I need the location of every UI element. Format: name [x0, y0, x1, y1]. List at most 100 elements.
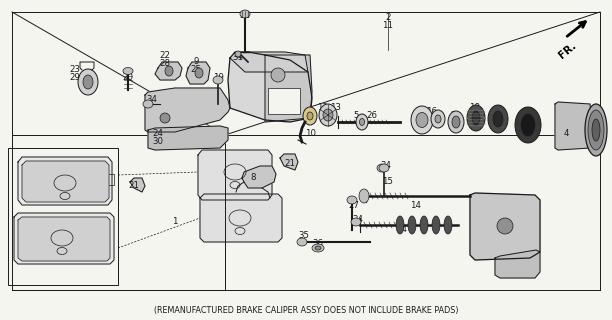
- Polygon shape: [228, 52, 312, 122]
- Text: 14: 14: [397, 226, 408, 235]
- Text: 4: 4: [563, 129, 569, 138]
- Text: 26: 26: [367, 111, 378, 121]
- Ellipse shape: [213, 76, 223, 84]
- Polygon shape: [470, 193, 540, 260]
- Ellipse shape: [315, 246, 321, 250]
- Polygon shape: [186, 62, 210, 84]
- Ellipse shape: [307, 112, 313, 120]
- Text: (REMANUFACTURED BRAKE CALIPER ASSY DOES NOT INCLUDE BRAKE PADS): (REMANUFACTURED BRAKE CALIPER ASSY DOES …: [154, 306, 458, 315]
- Text: 23: 23: [70, 66, 81, 75]
- Ellipse shape: [497, 218, 513, 234]
- Ellipse shape: [467, 105, 485, 131]
- Text: 28: 28: [160, 59, 171, 68]
- Text: 34: 34: [381, 161, 392, 170]
- Ellipse shape: [411, 106, 433, 134]
- Ellipse shape: [359, 189, 369, 203]
- Text: 17: 17: [491, 108, 502, 116]
- Ellipse shape: [78, 69, 98, 95]
- Text: 20: 20: [122, 74, 133, 83]
- Text: 27: 27: [348, 202, 359, 211]
- Polygon shape: [200, 194, 282, 242]
- Polygon shape: [148, 126, 228, 150]
- Ellipse shape: [312, 244, 324, 252]
- Text: 18: 18: [469, 103, 480, 113]
- Text: 3: 3: [591, 143, 597, 153]
- Text: 2: 2: [385, 13, 390, 22]
- Ellipse shape: [396, 216, 404, 234]
- Text: 15: 15: [382, 177, 394, 186]
- Polygon shape: [555, 102, 592, 150]
- Ellipse shape: [420, 216, 428, 234]
- Ellipse shape: [416, 113, 428, 127]
- Ellipse shape: [319, 104, 337, 126]
- Text: 16: 16: [427, 108, 438, 116]
- Ellipse shape: [351, 218, 361, 226]
- Ellipse shape: [377, 164, 387, 172]
- Text: 34: 34: [353, 215, 364, 225]
- Text: 35: 35: [299, 231, 310, 241]
- Ellipse shape: [588, 110, 604, 150]
- Text: 21: 21: [129, 181, 140, 190]
- Ellipse shape: [521, 114, 535, 136]
- Polygon shape: [130, 178, 145, 192]
- Polygon shape: [145, 88, 230, 132]
- Polygon shape: [242, 166, 276, 188]
- Ellipse shape: [379, 164, 389, 172]
- Text: 29: 29: [70, 74, 80, 83]
- Polygon shape: [230, 52, 308, 72]
- Ellipse shape: [585, 104, 607, 156]
- Text: 22: 22: [160, 52, 171, 60]
- Ellipse shape: [235, 51, 241, 57]
- Ellipse shape: [452, 116, 460, 128]
- Ellipse shape: [408, 216, 416, 234]
- Text: 25: 25: [190, 66, 201, 75]
- Polygon shape: [18, 157, 112, 205]
- Text: 30: 30: [152, 138, 163, 147]
- Text: 36: 36: [313, 239, 324, 249]
- Text: 12: 12: [318, 103, 329, 113]
- Text: FR.: FR.: [557, 40, 578, 60]
- Ellipse shape: [493, 111, 503, 127]
- Text: 8: 8: [250, 173, 256, 182]
- Text: 14: 14: [411, 202, 422, 211]
- Text: 11: 11: [382, 21, 394, 30]
- Text: 9: 9: [193, 58, 199, 67]
- Ellipse shape: [83, 75, 93, 89]
- Ellipse shape: [359, 118, 365, 125]
- Ellipse shape: [123, 68, 133, 75]
- Bar: [268, 88, 300, 114]
- Ellipse shape: [195, 68, 203, 78]
- Ellipse shape: [515, 107, 541, 143]
- Text: 7: 7: [450, 111, 456, 121]
- Polygon shape: [22, 161, 109, 202]
- Ellipse shape: [303, 107, 317, 125]
- Polygon shape: [198, 150, 272, 200]
- Ellipse shape: [448, 111, 464, 133]
- Text: 24: 24: [152, 130, 163, 139]
- Ellipse shape: [297, 238, 307, 246]
- Text: 21: 21: [285, 159, 296, 169]
- Ellipse shape: [432, 216, 440, 234]
- Ellipse shape: [165, 66, 173, 76]
- Ellipse shape: [488, 105, 508, 133]
- Ellipse shape: [240, 10, 250, 18]
- Ellipse shape: [271, 68, 285, 82]
- Text: 19: 19: [212, 74, 223, 83]
- Polygon shape: [495, 250, 540, 278]
- Ellipse shape: [356, 114, 368, 130]
- Ellipse shape: [271, 91, 285, 105]
- Polygon shape: [280, 154, 298, 170]
- Text: 13: 13: [330, 103, 341, 113]
- Text: 34: 34: [146, 95, 157, 105]
- Ellipse shape: [472, 111, 480, 125]
- Ellipse shape: [431, 110, 445, 128]
- Text: 6: 6: [416, 108, 422, 116]
- Polygon shape: [265, 55, 312, 122]
- Ellipse shape: [444, 216, 452, 234]
- Text: 32: 32: [239, 12, 250, 20]
- Ellipse shape: [435, 115, 441, 123]
- Polygon shape: [155, 62, 182, 80]
- Ellipse shape: [160, 113, 170, 123]
- Ellipse shape: [347, 196, 357, 204]
- Ellipse shape: [323, 109, 333, 121]
